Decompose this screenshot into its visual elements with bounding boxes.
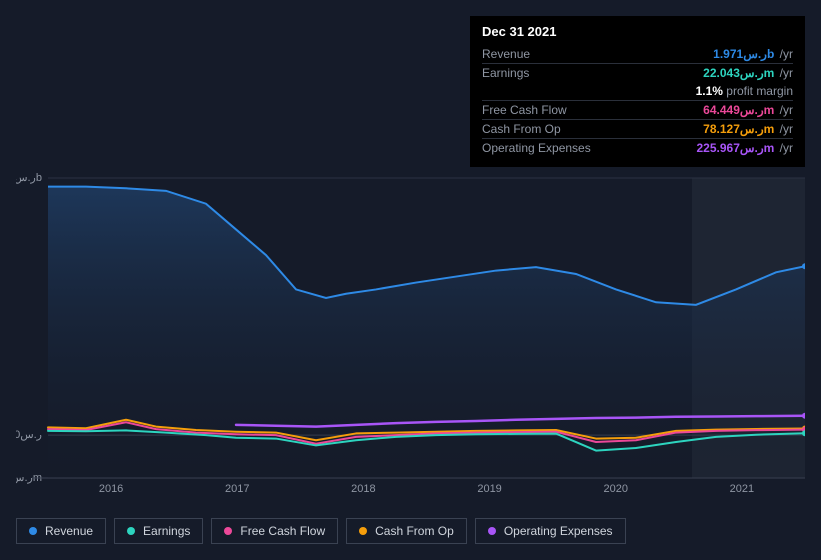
legend: Revenue Earnings Free Cash Flow Cash From O… [16, 518, 626, 544]
svg-text:2018: 2018 [351, 483, 375, 495]
tooltip-row-cfo: Cash From Op 78.127ر.سm /yr [482, 119, 793, 138]
legend-item-fcf[interactable]: Free Cash Flow [211, 518, 338, 544]
line-chart[interactable]: 3ر.سb0ر.س-500ر.سm20162017201820192020202… [16, 160, 805, 500]
tooltip-value: 225.967ر.سm /yr [696, 141, 793, 155]
svg-text:2019: 2019 [477, 483, 501, 495]
svg-text:2016: 2016 [99, 483, 123, 495]
data-tooltip: Dec 31 2021 Revenue 1.971ر.سb /yr Earnings… [470, 16, 805, 167]
tooltip-label: Earnings [482, 66, 529, 80]
tooltip-label: Cash From Op [482, 122, 561, 136]
legend-item-earnings[interactable]: Earnings [114, 518, 203, 544]
tooltip-row-earnings: Earnings 22.043ر.سm /yr [482, 63, 793, 82]
svg-text:2021: 2021 [730, 483, 754, 495]
tooltip-value: 1.971ر.سb /yr [713, 47, 793, 61]
tooltip-value: 22.043ر.سm /yr [703, 66, 793, 80]
tooltip-value: 78.127ر.سm /yr [703, 122, 793, 136]
svg-text:0ر.س: 0ر.س [16, 429, 42, 441]
tooltip-sub: 1.1% profit margin [482, 82, 793, 100]
legend-label: Revenue [45, 524, 93, 538]
legend-dot-icon [224, 527, 232, 535]
tooltip-label: Revenue [482, 47, 530, 61]
tooltip-row-opex: Operating Expenses 225.967ر.سm /yr [482, 138, 793, 157]
legend-dot-icon [127, 527, 135, 535]
legend-dot-icon [359, 527, 367, 535]
legend-dot-icon [29, 527, 37, 535]
tooltip-date: Dec 31 2021 [482, 24, 793, 39]
tooltip-label: Operating Expenses [482, 141, 591, 155]
legend-item-revenue[interactable]: Revenue [16, 518, 106, 544]
svg-text:2020: 2020 [604, 483, 628, 495]
legend-label: Cash From Op [375, 524, 454, 538]
legend-label: Operating Expenses [504, 524, 613, 538]
tooltip-label: Free Cash Flow [482, 103, 567, 117]
svg-text:3ر.سb: 3ر.سb [16, 172, 42, 184]
legend-label: Earnings [143, 524, 190, 538]
tooltip-value: 64.449ر.سm /yr [703, 103, 793, 117]
tooltip-row-fcf: Free Cash Flow 64.449ر.سm /yr [482, 100, 793, 119]
chart-area-wrap: 3ر.سb0ر.س-500ر.سm20162017201820192020202… [16, 160, 805, 500]
tooltip-row-revenue: Revenue 1.971ر.سb /yr [482, 45, 793, 63]
svg-text:2017: 2017 [225, 483, 249, 495]
legend-item-cfo[interactable]: Cash From Op [346, 518, 467, 544]
legend-dot-icon [488, 527, 496, 535]
legend-item-opex[interactable]: Operating Expenses [475, 518, 626, 544]
legend-label: Free Cash Flow [240, 524, 325, 538]
